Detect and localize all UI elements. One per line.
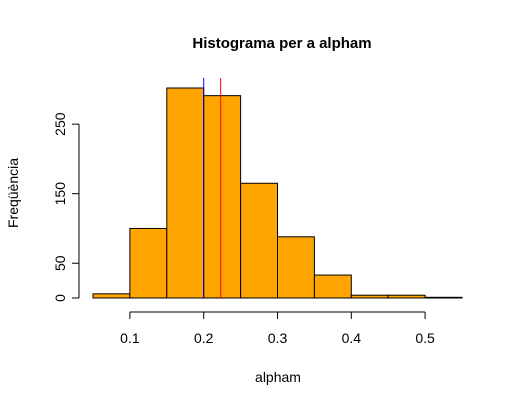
- y-tick-label: 50: [52, 255, 68, 271]
- histogram-bar: [277, 236, 315, 299]
- histogram-bar: [166, 87, 205, 299]
- y-axis-title: Freqüència: [5, 158, 21, 228]
- histogram-bar: [387, 294, 426, 299]
- x-axis: 0.1 0.2 0.3 0.4 0.5: [120, 311, 435, 346]
- histogram-bar: [424, 296, 463, 299]
- histogram-bar: [129, 227, 168, 299]
- y-axis: 0 50 150 250: [52, 112, 80, 302]
- histogram-bar: [92, 293, 131, 299]
- x-tick-label: 0.4: [342, 330, 362, 346]
- histogram-bar: [350, 294, 389, 299]
- x-tick-label: 0.3: [268, 330, 288, 346]
- x-axis-title: alpham: [255, 369, 301, 385]
- x-tick-label: 0.5: [415, 330, 435, 346]
- x-tick-label: 0.1: [120, 330, 140, 346]
- bars-layer: [92, 87, 463, 299]
- y-tick-label: 0: [52, 294, 68, 302]
- histogram-bar: [313, 274, 352, 299]
- histogram-bar: [203, 95, 242, 299]
- chart-title: Histograma per a alpham: [192, 35, 371, 52]
- x-tick-label: 0.2: [194, 330, 214, 346]
- reference-lines-layer: [203, 78, 222, 298]
- y-tick-label: 150: [52, 182, 68, 206]
- y-tick-label: 250: [52, 112, 68, 136]
- histogram-bar: [240, 182, 279, 299]
